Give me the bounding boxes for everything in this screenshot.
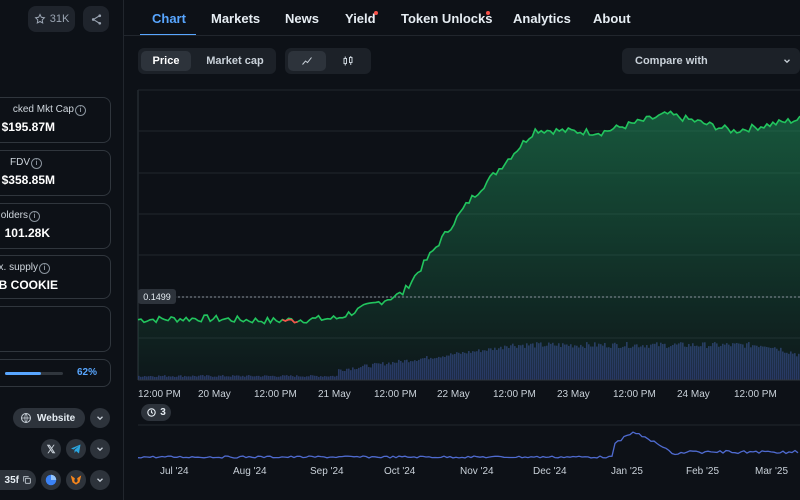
watchlist-count: 31K xyxy=(49,13,70,25)
chevron-down-icon xyxy=(97,447,103,452)
tab-markets[interactable]: Markets xyxy=(211,11,261,26)
price-area xyxy=(138,111,800,381)
x-tick: 12:00 PM xyxy=(734,389,777,400)
more-socials-button[interactable] xyxy=(90,439,110,459)
stat-label: ax. supply xyxy=(0,262,38,273)
tab-about[interactable]: About xyxy=(593,11,631,26)
navigator-tick: Feb '25 xyxy=(686,466,720,477)
history-icon xyxy=(147,408,156,417)
candlestick-icon xyxy=(343,56,353,66)
x-tick: 20 May xyxy=(198,389,231,400)
progress-track xyxy=(5,372,63,375)
watchlist-button[interactable]: 31K xyxy=(28,6,75,32)
stat-card-market-cap: cked Mkt Cap i $195.87M xyxy=(0,97,111,143)
metamask-icon[interactable] xyxy=(66,470,86,490)
compare-label: Compare with xyxy=(635,55,708,67)
stat-card-max-supply: ax. supply i B COOKIE xyxy=(0,255,111,299)
navigator-tick: Mar '25 xyxy=(755,466,789,477)
price-line xyxy=(137,110,800,325)
fox-glyph xyxy=(70,475,82,485)
new-badge-dot xyxy=(486,11,490,15)
x-tick: 22 May xyxy=(437,389,470,400)
stat-card-fdv: FDV i $358.85M xyxy=(0,150,111,196)
price-marker-label: 0.1499 xyxy=(138,289,176,304)
chain-icon[interactable] xyxy=(41,470,61,490)
more-links-button[interactable] xyxy=(90,408,110,428)
chain-pie-glyph xyxy=(45,474,57,486)
progress-fill xyxy=(5,372,41,375)
x-tick: 21 May xyxy=(318,389,351,400)
info-icon[interactable]: i xyxy=(39,263,50,274)
navigator-line xyxy=(137,431,799,459)
panel-divider xyxy=(123,0,124,500)
stat-value: $358.85M xyxy=(1,173,55,187)
x-tick: 12:00 PM xyxy=(254,389,297,400)
stat-value: B COOKIE xyxy=(0,278,58,292)
new-badge-dot xyxy=(374,11,378,15)
progress-percent: 62% xyxy=(77,367,98,378)
tab-analytics[interactable]: Analytics xyxy=(513,11,571,26)
navigator-tick: Dec '24 xyxy=(533,466,567,477)
chart-type-toggle xyxy=(285,48,371,74)
chevron-down-icon xyxy=(784,59,790,64)
tab-news[interactable]: News xyxy=(285,11,319,26)
price-button[interactable]: Price xyxy=(141,51,191,71)
info-icon[interactable]: i xyxy=(75,105,86,116)
navigator-tick: Sep '24 xyxy=(310,466,344,477)
stat-value: 101.28K xyxy=(4,226,50,240)
supply-progress-card: 62% xyxy=(0,359,111,387)
x-tick: 12:00 PM xyxy=(138,389,181,400)
time-navigator[interactable] xyxy=(138,425,800,465)
website-button[interactable]: Website xyxy=(13,408,85,428)
navigator-tick: Jan '25 xyxy=(611,466,643,477)
telegram-icon[interactable] xyxy=(66,439,86,459)
navigator-tick: Jul '24 xyxy=(160,466,189,477)
stat-card-empty xyxy=(0,306,111,352)
event-count: 3 xyxy=(160,407,166,418)
x-tick: 23 May xyxy=(557,389,590,400)
market-cap-button[interactable]: Market cap xyxy=(206,55,264,67)
tab-chart[interactable]: Chart xyxy=(152,11,186,26)
event-badge[interactable]: 3 xyxy=(141,404,171,421)
share-button[interactable] xyxy=(83,6,109,32)
website-label: Website xyxy=(37,412,76,424)
stat-value: $195.87M xyxy=(1,120,55,134)
x-tick: 12:00 PM xyxy=(374,389,417,400)
contract-address[interactable]: 35f xyxy=(0,470,36,490)
tab-yield[interactable]: Yield xyxy=(345,11,376,26)
globe-icon xyxy=(21,413,31,423)
more-wallets-button[interactable] xyxy=(90,470,110,490)
chevron-down-icon xyxy=(97,478,103,483)
price-line-below-reference xyxy=(282,318,298,324)
star-icon xyxy=(34,13,46,24)
tab-bar-divider xyxy=(124,35,800,36)
contract-fragment: 35f xyxy=(4,474,19,486)
stat-label: FDV xyxy=(10,157,30,168)
line-chart-icon xyxy=(302,57,312,65)
compare-with-dropdown[interactable]: Compare with xyxy=(622,48,800,74)
navigator-tick: Oct '24 xyxy=(384,466,416,477)
line-chart-button[interactable] xyxy=(288,51,326,71)
stat-label: cked Mkt Cap xyxy=(12,104,74,115)
stat-label: Holders xyxy=(0,210,28,221)
x-tick: 12:00 PM xyxy=(493,389,536,400)
navigator-tick: Aug '24 xyxy=(233,466,267,477)
x-tick: 12:00 PM xyxy=(613,389,656,400)
x-tick: 24 May xyxy=(677,389,710,400)
share-icon xyxy=(91,13,101,25)
info-icon[interactable]: i xyxy=(29,211,40,222)
telegram-plane-glyph xyxy=(71,444,81,454)
tab-token-unlocks[interactable]: Token Unlocks xyxy=(401,11,493,26)
info-icon[interactable]: i xyxy=(31,158,42,169)
chevron-down-icon xyxy=(97,416,103,421)
candlestick-button[interactable] xyxy=(329,51,367,71)
copy-icon[interactable] xyxy=(22,475,32,485)
price-marketcap-toggle: Price Market cap xyxy=(138,48,276,74)
stat-card-holders: Holders i 101.28K xyxy=(0,203,111,249)
navigator-tick: Nov '24 xyxy=(460,466,494,477)
x-twitter-icon[interactable]: 𝕏 xyxy=(41,439,61,459)
